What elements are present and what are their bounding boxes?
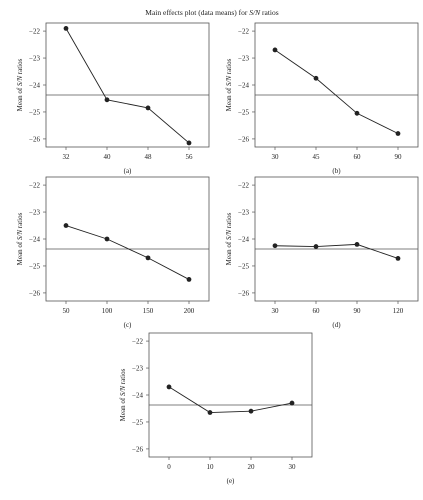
data-point	[313, 75, 319, 81]
data-point	[272, 243, 278, 249]
data-point	[145, 255, 151, 261]
x-tick-label: 20	[248, 463, 256, 471]
series-line	[168, 386, 293, 413]
chart-panel: −22 −23 −24 −25 −26 30 45 60 90 Mean of S/N ratio…	[225, 22, 419, 175]
x-tick-label: 56	[186, 153, 194, 161]
panel-label: (a)	[124, 167, 132, 175]
x-tick-label: 50	[63, 307, 71, 315]
y-tick-label: −26	[29, 289, 40, 297]
plot-frame	[45, 176, 210, 302]
y-tick-label: −25	[132, 418, 143, 426]
y-tick-label: −26	[29, 135, 40, 143]
x-tick-label: 60	[354, 153, 362, 161]
data-point	[104, 236, 110, 242]
data-point	[63, 223, 69, 228]
plot-frame	[45, 22, 210, 148]
data-point	[395, 131, 401, 136]
data-point	[63, 25, 69, 31]
x-tick-label: 90	[354, 307, 362, 315]
x-tick-label: 45	[313, 153, 321, 161]
y-tick-label: −22	[238, 28, 249, 36]
data-point	[354, 241, 360, 247]
data-point	[186, 277, 192, 282]
y-tick-label: −23	[238, 209, 249, 217]
data-point	[395, 256, 401, 261]
data-point	[354, 110, 360, 116]
x-tick-label: 0	[167, 463, 171, 471]
data-point	[104, 97, 110, 103]
y-tick-label: −22	[29, 182, 40, 190]
x-tick-label: 120	[393, 307, 404, 315]
y-axis-label: Mean of S/N ratios	[16, 58, 24, 111]
data-point	[186, 140, 192, 146]
data-point	[313, 244, 319, 249]
x-tick-label: 30	[272, 153, 280, 161]
data-point	[166, 384, 172, 390]
plot-frame	[254, 176, 419, 302]
data-point	[145, 105, 151, 111]
y-tick-label: −23	[29, 55, 40, 63]
y-tick-label: −26	[132, 445, 143, 453]
chart-panel: −22 −23 −24 −25 −26 0 10 20 30 Mean of S/N ratios…	[119, 332, 313, 485]
plot-frame	[148, 332, 313, 458]
y-tick-label: −25	[238, 262, 249, 270]
series-line	[65, 225, 190, 280]
y-tick-label: −24	[29, 236, 40, 244]
x-tick-label: 40	[104, 153, 112, 161]
plot-frame	[254, 22, 419, 148]
series-line	[274, 49, 399, 134]
panels-group: −22 −23 −24 −25 −26 32 40 48 56 Mean of S/N ratio…	[16, 22, 419, 485]
chart-panel: −22 −23 −24 −25 −26 32 40 48 56 Mean of S/N ratio…	[16, 22, 210, 175]
data-point	[248, 408, 254, 414]
y-axis-label: Mean of S/N ratios	[119, 368, 127, 421]
y-tick-label: −23	[238, 55, 249, 63]
y-tick-label: −23	[29, 209, 40, 217]
y-tick-label: −25	[238, 108, 249, 116]
panel-label: (e)	[227, 477, 235, 485]
x-tick-label: 32	[63, 153, 71, 161]
x-tick-label: 150	[143, 307, 154, 315]
y-tick-label: −24	[238, 236, 249, 244]
x-tick-label: 48	[145, 153, 153, 161]
y-tick-label: −22	[29, 28, 40, 36]
y-tick-label: −24	[29, 82, 40, 90]
panel-label: (b)	[332, 167, 341, 175]
chart-panel: −22 −23 −24 −25 −26 30 60 90 120 Mean of S/N rati…	[225, 176, 419, 329]
x-tick-label: 10	[207, 463, 215, 471]
y-tick-label: −23	[132, 365, 143, 373]
data-point	[289, 400, 295, 406]
series-line	[65, 28, 190, 144]
x-tick-label: 200	[184, 307, 195, 315]
figure-title: Main effects plot (data means) for S/N r…	[145, 8, 278, 17]
series-line	[274, 243, 399, 259]
data-point	[272, 47, 278, 53]
y-axis-label: Mean of S/N ratios	[225, 58, 233, 111]
x-tick-label: 90	[395, 153, 403, 161]
y-axis-label: Mean of S/N ratios	[225, 212, 233, 265]
chart-panel: −22 −23 −24 −25 −26 50 100 150 200 Mean of S/N ra…	[16, 176, 210, 329]
y-tick-label: −25	[29, 262, 40, 270]
x-tick-label: 30	[272, 307, 280, 315]
panel-label: (c)	[124, 321, 132, 329]
y-tick-label: −25	[29, 108, 40, 116]
y-tick-label: −22	[132, 338, 143, 346]
y-tick-label: −24	[238, 82, 249, 90]
panel-label: (d)	[332, 321, 341, 329]
y-axis-label: Mean of S/N ratios	[16, 212, 24, 265]
y-tick-label: −24	[132, 392, 143, 400]
x-tick-label: 30	[289, 463, 297, 471]
y-tick-label: −26	[238, 289, 249, 297]
x-tick-label: 100	[102, 307, 113, 315]
y-tick-label: −22	[238, 182, 249, 190]
data-point	[207, 410, 213, 415]
x-tick-label: 60	[313, 307, 321, 315]
y-tick-label: −26	[238, 135, 249, 143]
